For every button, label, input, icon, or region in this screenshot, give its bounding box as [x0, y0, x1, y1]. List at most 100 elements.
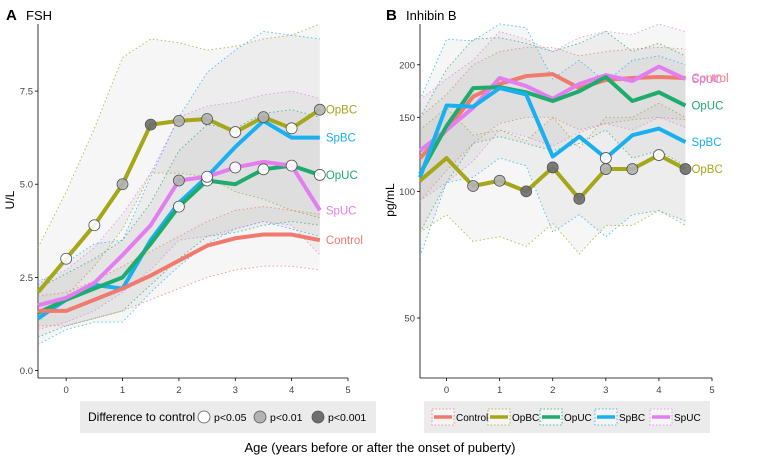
panel-a-point-opuc	[313, 169, 326, 181]
panel-b-ribbon-lower-opbc	[419, 210, 686, 255]
panel-a-line-control	[38, 232, 321, 313]
panel-b-point-opbc	[467, 180, 479, 192]
x-axis-label: Age (years before or after the onset of …	[245, 440, 516, 455]
panel-b-label-control: Control	[691, 73, 728, 85]
panel-a-point-opbc	[173, 114, 185, 127]
legend-groups-label-opuc: OpUC	[564, 413, 592, 424]
panel-b-point-opbc	[573, 192, 586, 205]
panel-b-ribbon-upper-opuc	[419, 30, 686, 118]
legend-groups-label-control: Control	[456, 413, 488, 424]
panel-a-point-opbc	[116, 178, 129, 191]
panel-b-ylabel: pg/mL	[383, 183, 397, 217]
panel-b-line-opuc	[418, 75, 687, 175]
panel-a-point-opuc	[173, 200, 185, 213]
panel-a-x-tick-label: 4	[289, 385, 294, 396]
legend-groups-items: Control OpBC OpUC SpBC SpUC	[431, 408, 701, 426]
panel-a-point-opbc	[257, 111, 270, 124]
panel-b-title: Inhibin B	[406, 8, 457, 23]
panel-a-ribbon-upper-control	[37, 206, 320, 297]
panel-a-plot: 0.0 2.5 5.0 7.5 0 1 2 3 4 5 OpBC SpBC OpUC SpUC Contro…	[20, 23, 363, 396]
legend-significance-label-p-0-001: p<0.001	[328, 412, 366, 424]
panel-a-y-tick-label: 2.5	[20, 273, 33, 284]
panel-b-x-tick-label: 3	[603, 385, 608, 396]
panel-b-point-opbc	[653, 149, 665, 161]
legend-groups-label-spuc: SpUC	[674, 413, 701, 424]
legend-significance-key-p-0-001	[311, 410, 325, 424]
panel-a-ribbon-lower-control	[38, 265, 320, 327]
panel-a-ylabel: U/L	[3, 190, 17, 209]
panel-b-x-tick-label: 4	[656, 385, 661, 396]
panel-a-point-opbc	[229, 126, 242, 138]
panel-a-ribbon-lower-spbc	[37, 221, 320, 345]
legend-groups: Control OpBC OpUC SpBC SpUC	[424, 401, 710, 433]
panel-b-y-tick-label: 100	[399, 187, 415, 198]
panel-a-label-spuc: SpUC	[326, 205, 357, 217]
panel-b-point-opbc	[626, 163, 639, 175]
panel-b-point-opbc	[520, 185, 533, 198]
panel-b-ribbon-spbc	[420, 24, 686, 257]
panel-b-ribbon-opuc	[420, 31, 686, 233]
legend-significance-background	[80, 401, 376, 433]
panel-a-ribbon-upper-opbc	[37, 23, 320, 248]
panel-a-point-opbc	[144, 118, 157, 131]
panel-a-point-spuc	[201, 170, 213, 183]
panel-a-ribbon-lower-opbc	[37, 172, 320, 323]
panel-b-label-spbc: SpBC	[691, 137, 721, 149]
panel-b-point-spbc	[599, 152, 612, 164]
panel-b-x-tick-label: 1	[497, 385, 502, 396]
panel-b-x-tick-label: 5	[709, 385, 714, 396]
panel-b-ribbon-upper-spbc	[419, 23, 686, 101]
panel-a-x-tick-label: 3	[233, 385, 238, 396]
legend-groups-label-opbc: OpBC	[512, 413, 539, 424]
panel-a-point-spuc	[229, 161, 242, 174]
panel-a-label-spbc: SpBC	[326, 133, 356, 145]
panel-a-label-opbc: OpBC	[326, 105, 357, 117]
panel-a-ribbon-upper-opuc	[37, 109, 320, 289]
panel-b-y-tick-label: 150	[399, 113, 415, 124]
panel-a-label-control: Control	[326, 235, 363, 247]
panel-a: A FSH U/L 0.0 2.5 5.0 7.5 0 1 2 3 4 5 OpBC SpBC OpUC…	[3, 7, 363, 396]
legend-significance-label-p-0-01: p<0.01	[270, 412, 303, 424]
panel-b-point-opbc	[546, 161, 559, 174]
panel-a-point-opuc	[285, 159, 298, 172]
panel-a-point-opbc	[60, 252, 73, 265]
panel-b: B Inhibin B pg/mL 50 100 150 200 0 1 2 3 4 5 Contr…	[383, 7, 729, 396]
panel-b-x-tick-label: 2	[550, 385, 555, 396]
panel-b-label-opbc: OpBC	[691, 164, 722, 176]
legend-significance-key-p-0-05	[197, 410, 211, 424]
legend-significance: Difference to control p<0.05 p<0.01 p<0.00…	[80, 401, 376, 433]
panel-b-ribbon-upper-opbc	[419, 102, 686, 149]
panel-a-y-tick-label: 7.5	[20, 87, 33, 98]
panel-b-ribbon-lower-control	[419, 116, 686, 202]
panel-a-point-opbc	[201, 113, 213, 125]
panel-a-x-tick-label: 5	[345, 385, 350, 396]
panel-b-line-spuc	[418, 64, 687, 153]
panel-b-label-opuc: OpUC	[691, 101, 723, 113]
legend-groups-label-spbc: SpBC	[619, 413, 645, 424]
panel-a-title: FSH	[26, 8, 52, 23]
panel-b-ribbon-spuc	[420, 24, 686, 201]
legend-significance-label-p-0-05: p<0.05	[214, 412, 247, 424]
panel-b-ribbon-opbc	[420, 103, 686, 254]
panel-a-x-tick-label: 0	[64, 385, 69, 396]
panel-a-x-tick-label: 2	[176, 385, 181, 396]
panel-a-point-opbc	[88, 219, 101, 232]
panel-a-point-opbc	[285, 122, 298, 135]
panel-b-x-tick-label: 0	[444, 385, 449, 396]
legend-significance-title: Difference to control	[88, 410, 195, 424]
panel-a-x-tick-label: 1	[120, 385, 125, 396]
panel-a-y-tick-label: 5.0	[20, 180, 33, 191]
legend-significance-key-p-0-01	[253, 410, 267, 424]
panel-a-label-opuc: OpUC	[326, 170, 358, 182]
panel-a-point-spuc	[173, 174, 185, 187]
panel-a-ribbon-lower-spuc	[37, 221, 321, 330]
panel-b-label-spuc: SpUC	[691, 74, 722, 86]
panel-b-line-spbc	[418, 86, 687, 179]
panel-b-point-opbc	[599, 163, 612, 175]
panel-b-y-tick-label: 200	[399, 60, 415, 71]
panel-a-point-opbc	[313, 103, 326, 116]
panel-a-letter: A	[6, 7, 17, 24]
panel-a-y-tick-label: 0.0	[20, 366, 33, 377]
